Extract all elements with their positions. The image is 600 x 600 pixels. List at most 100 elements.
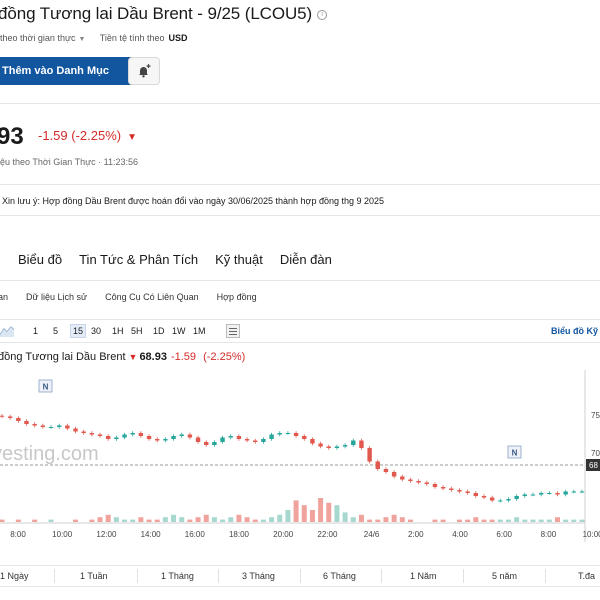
volume-bar <box>554 517 560 522</box>
separator <box>300 569 301 583</box>
volume-bar <box>514 517 520 522</box>
period-1-week[interactable]: 1 Tuần <box>80 571 108 581</box>
timeframe-1d[interactable]: 1D <box>153 326 165 336</box>
technical-chart-link[interactable]: Biểu đồ Kỹ <box>550 326 598 336</box>
last-price-tag-label: 68 <box>589 461 598 470</box>
candle-body <box>48 427 54 428</box>
volume-bar <box>465 519 471 522</box>
create-alert-button[interactable] <box>128 57 160 85</box>
candle-body <box>457 490 462 492</box>
volume-bar <box>277 514 283 522</box>
volume-bar <box>195 517 201 522</box>
divider <box>0 184 600 185</box>
candle-body <box>424 482 429 484</box>
chart-last-price: 68.93 <box>139 351 167 363</box>
candle-body <box>367 448 372 462</box>
separator <box>54 569 55 583</box>
candle-body <box>302 436 307 439</box>
divider <box>0 215 600 216</box>
news-marker[interactable]: N <box>38 379 53 393</box>
timeframe-5[interactable]: 5 <box>53 326 59 336</box>
candlestick-type-icon[interactable] <box>226 324 240 338</box>
candle-body <box>498 500 503 502</box>
candle-body <box>253 440 258 442</box>
tab-chart[interactable]: Biểu đồ <box>18 252 63 267</box>
candle-body <box>171 436 176 439</box>
volume-bar <box>48 519 54 522</box>
chart-change: -1.59 <box>170 351 197 363</box>
period-3-month[interactable]: 3 Tháng <box>242 571 275 581</box>
timeframe-1[interactable]: 1 <box>33 326 39 336</box>
volume-bar <box>73 519 79 522</box>
area-chart-icon[interactable] <box>0 325 14 337</box>
volume-bar <box>456 519 462 522</box>
candle-body <box>89 433 95 435</box>
add-to-watchlist-button[interactable]: Thêm vào Danh Mục <box>0 57 138 85</box>
info-icon[interactable]: i <box>317 10 328 20</box>
volume-bar <box>179 517 185 522</box>
caret-down-icon[interactable]: ▼ <box>78 36 86 43</box>
price-chart[interactable]: vesting.com N N 75 70 68 8:00 10:00 12:00 1… <box>0 370 600 542</box>
volume-bar <box>375 519 381 522</box>
tab-news-analysis[interactable]: Tin Tức & Phân Tích <box>79 252 199 267</box>
period-5-year[interactable]: 5 năm <box>492 571 518 581</box>
volume-bar <box>530 519 536 522</box>
period-1-year[interactable]: 1 Năm <box>410 571 437 581</box>
sub-tabs: an Dữ liệu Lịch sử Công Cụ Có Liên Quan … <box>0 292 257 302</box>
chart-header: đồng Tương lai Dầu Brent ▼ 68.93 -1.59 (-2.… <box>0 351 245 363</box>
candle-body <box>97 434 103 436</box>
period-max[interactable]: T.đa <box>578 571 596 581</box>
realtime-dropdown[interactable]: theo thời gian thực <box>0 33 76 43</box>
volume-bar <box>171 514 177 522</box>
tab-technical[interactable]: Kỹ thuật <box>215 252 263 267</box>
volume-bar <box>342 512 348 522</box>
volume-bar <box>326 502 332 522</box>
svg-text:N: N <box>43 383 49 392</box>
candle-body <box>0 415 5 417</box>
separator <box>137 569 138 583</box>
volume-bar <box>350 517 356 522</box>
chart-change-percent: (-2.25%) <box>203 351 246 363</box>
volume-bar <box>154 519 160 522</box>
price-change: -1.59 (-2.25%) ▼ <box>38 128 137 143</box>
subtab-overview[interactable]: an <box>0 292 9 302</box>
news-marker[interactable]: N <box>507 445 522 459</box>
candle-body <box>351 440 356 445</box>
period-6-month[interactable]: 6 Tháng <box>323 571 356 581</box>
change-value: -1.59 <box>38 128 68 143</box>
volume-bar <box>407 519 413 522</box>
volume-bar <box>301 505 307 522</box>
candle-body <box>334 446 340 448</box>
period-1-month[interactable]: 1 Tháng <box>161 571 194 581</box>
timeframe-15[interactable]: 15 <box>70 324 87 338</box>
candle-body <box>32 424 37 426</box>
subtab-contracts[interactable]: Hợp đồng <box>216 292 257 302</box>
candle-body <box>56 425 62 427</box>
candle-body <box>261 439 266 442</box>
volume-bar <box>473 517 479 522</box>
timeframe-30[interactable]: 30 <box>91 326 102 336</box>
timeframe-1h[interactable]: 1H <box>112 326 124 336</box>
chart-toolbar: 1 5 15 30 1H 5H 1D 1W 1M Biểu đồ Kỹ <box>0 319 600 343</box>
volume-bar <box>220 519 226 522</box>
timeframe-5h[interactable]: 5H <box>131 326 143 336</box>
period-1-day[interactable]: 1 Ngày <box>0 571 29 581</box>
subtab-related-tools[interactable]: Công Cụ Có Liên Quan <box>105 292 199 302</box>
volume-bar <box>228 517 234 522</box>
main-tabs: Biểu đồ Tin Tức & Phân Tích Kỹ thuật Diễ… <box>18 252 332 267</box>
currency-value: USD <box>168 33 188 43</box>
subtab-historical-data[interactable]: Dữ liệu Lịch sử <box>26 292 88 302</box>
candle-body <box>375 461 380 469</box>
timeframe-1m[interactable]: 1M <box>193 326 206 336</box>
tab-forum[interactable]: Diễn đàn <box>279 252 332 267</box>
candle-body <box>481 496 487 498</box>
candle-body <box>440 487 446 489</box>
candle-body <box>359 440 364 448</box>
candle-body <box>65 425 70 429</box>
candle-body <box>228 436 233 438</box>
timeframe-1w[interactable]: 1W <box>172 326 186 336</box>
candle-body <box>449 488 454 490</box>
bell-plus-icon <box>139 64 151 78</box>
candle-body <box>195 437 201 442</box>
instrument-title: đồng Tương lai Dầu Brent - 9/25 (LCOU5) i <box>0 4 328 24</box>
